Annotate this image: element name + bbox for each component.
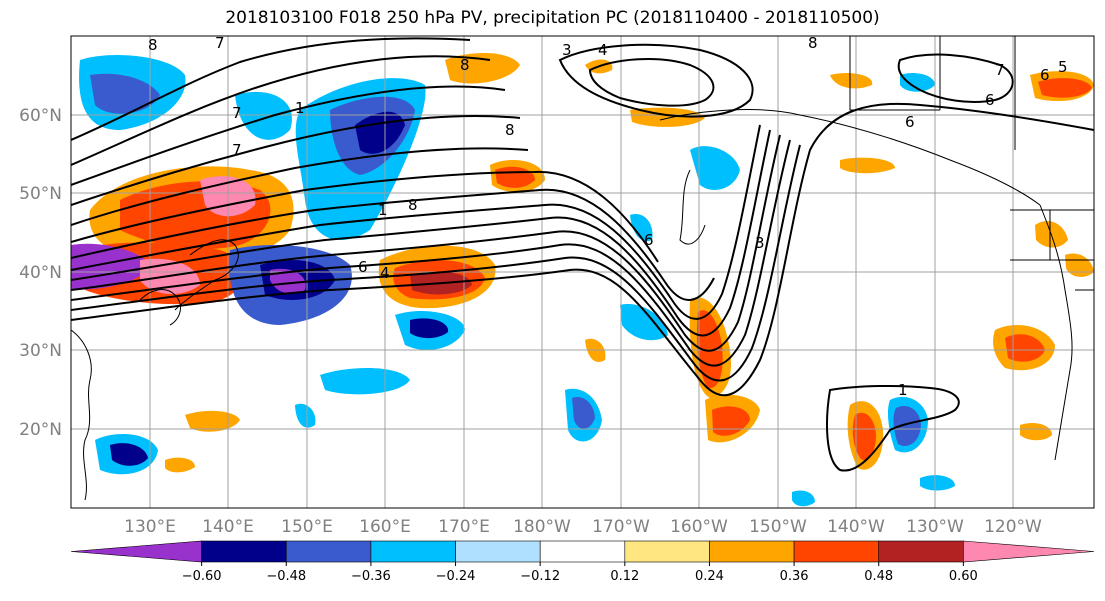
colorbar-segment xyxy=(793,540,880,563)
lat-label: 60°N xyxy=(19,106,62,126)
colorbar-tick-label: 0.36 xyxy=(780,569,809,584)
contour-label: 6 xyxy=(358,258,368,276)
lat-label: 20°N xyxy=(19,420,62,440)
colorbar-tick-label: −0.36 xyxy=(351,569,391,584)
lon-label: 180°W xyxy=(513,517,571,537)
map-title: 2018103100 F018 250 hPa PV, precipitatio… xyxy=(225,8,880,28)
lat-label: 30°N xyxy=(19,341,62,361)
longitude-labels: 130°E 140°E 150°E 160°E 170°E 180°W 170°… xyxy=(124,517,1042,537)
contour-label: 7 xyxy=(232,141,242,159)
lon-label: 160°W xyxy=(670,517,728,537)
lon-label: 170°E xyxy=(438,517,490,537)
colorbar-segment xyxy=(455,540,541,563)
lon-label: 130°E xyxy=(124,517,176,537)
contour-label: 8 xyxy=(148,36,158,54)
colorbar-segment xyxy=(963,540,1095,563)
colorbar-tick-label: 0.12 xyxy=(610,569,639,584)
lon-label: 140°E xyxy=(202,517,254,537)
lon-label: 170°W xyxy=(592,517,650,537)
lon-label: 120°W xyxy=(984,517,1042,537)
colorbar-segment xyxy=(878,540,964,563)
colorbar-tick-label: 0.60 xyxy=(949,569,978,584)
contour-label: 6 xyxy=(644,231,654,249)
contour-label: 7 xyxy=(215,34,225,52)
contour-label: 8 xyxy=(408,196,418,214)
lat-label: 50°N xyxy=(19,184,62,204)
contour-label: 1 xyxy=(378,201,388,219)
map-border xyxy=(70,35,1095,509)
colorbar-tick-label: 0.24 xyxy=(695,569,724,584)
colorbar-tick-label: −0.60 xyxy=(182,569,222,584)
colorbar: −0.60 −0.48 −0.36 −0.24 −0.12 0.12 0.24 0.36 0.4… xyxy=(70,540,1095,584)
contour-label: 4 xyxy=(598,41,608,59)
precip-shading xyxy=(71,53,1094,507)
map-content: 8 7 3 4 8 8 8 6 5 7 6 7 1 1 8 7 6 4 6 6 … xyxy=(71,34,1094,508)
colorbar-segment xyxy=(70,540,202,563)
lon-label: 150°W xyxy=(749,517,807,537)
lon-label: 160°E xyxy=(359,517,411,537)
contour-label: 8 xyxy=(808,34,818,52)
contour-label: 1 xyxy=(898,381,908,399)
colorbar-tick-label: −0.24 xyxy=(436,569,476,584)
graticule xyxy=(71,36,1094,508)
contour-label: 5 xyxy=(1058,58,1068,76)
lon-label: 130°W xyxy=(906,517,964,537)
pv-contours xyxy=(71,37,1094,472)
contour-label: 6 xyxy=(1040,66,1050,84)
lon-label: 150°E xyxy=(281,517,333,537)
contour-label: 4 xyxy=(380,264,390,282)
contour-label: 7 xyxy=(995,61,1005,79)
contour-label: 8 xyxy=(505,121,515,139)
colorbar-segment xyxy=(624,540,710,563)
contour-label: 1 xyxy=(295,99,305,117)
lat-label: 40°N xyxy=(19,263,62,283)
contour-label: 6 xyxy=(985,91,995,109)
contour-label: 6 xyxy=(905,113,915,131)
colorbar-tick-label: 0.48 xyxy=(864,569,893,584)
colorbar-segment xyxy=(709,540,795,563)
colorbar-tick-label: −0.12 xyxy=(520,569,560,584)
colorbar-segment xyxy=(370,540,456,563)
colorbar-segment xyxy=(201,540,287,563)
contour-label: 3 xyxy=(562,41,572,59)
colorbar-segment xyxy=(539,540,626,563)
contour-label: 7 xyxy=(232,104,242,122)
contour-label: 8 xyxy=(460,56,470,74)
contour-label-group: 8 7 3 4 8 8 8 6 5 7 6 7 1 1 8 7 6 4 6 6 … xyxy=(148,34,1068,399)
latitude-labels: 60°N 50°N 40°N 30°N 20°N xyxy=(19,106,62,440)
colorbar-tick-label: −0.48 xyxy=(266,569,306,584)
contour-label: 3 xyxy=(755,234,765,252)
lon-label: 140°W xyxy=(827,517,885,537)
colorbar-segment xyxy=(285,540,372,563)
